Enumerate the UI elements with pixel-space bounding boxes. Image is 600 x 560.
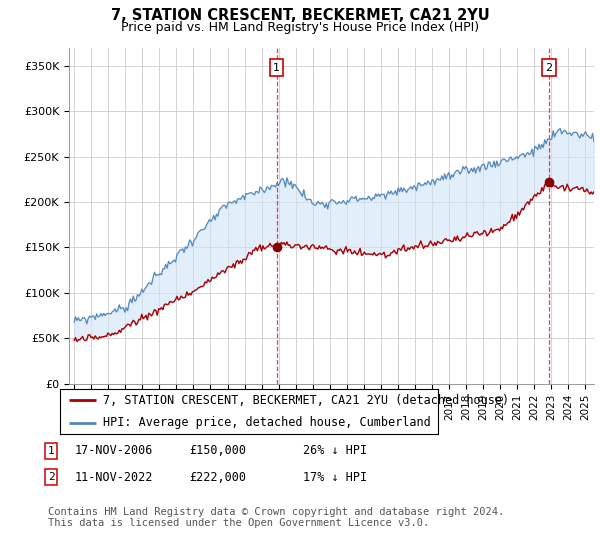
- Text: 2: 2: [47, 472, 55, 482]
- Text: 17% ↓ HPI: 17% ↓ HPI: [303, 470, 367, 484]
- Text: Contains HM Land Registry data © Crown copyright and database right 2024.
This d: Contains HM Land Registry data © Crown c…: [48, 507, 504, 529]
- Text: 7, STATION CRESCENT, BECKERMET, CA21 2YU (detached house): 7, STATION CRESCENT, BECKERMET, CA21 2YU…: [103, 394, 509, 407]
- Text: £150,000: £150,000: [189, 444, 246, 458]
- Text: 1: 1: [47, 446, 55, 456]
- Text: 17-NOV-2006: 17-NOV-2006: [75, 444, 154, 458]
- Text: 1: 1: [273, 63, 280, 73]
- Text: Price paid vs. HM Land Registry's House Price Index (HPI): Price paid vs. HM Land Registry's House …: [121, 21, 479, 34]
- Text: 11-NOV-2022: 11-NOV-2022: [75, 470, 154, 484]
- Text: 26% ↓ HPI: 26% ↓ HPI: [303, 444, 367, 458]
- Text: 2: 2: [545, 63, 553, 73]
- Text: £222,000: £222,000: [189, 470, 246, 484]
- Text: 7, STATION CRESCENT, BECKERMET, CA21 2YU: 7, STATION CRESCENT, BECKERMET, CA21 2YU: [110, 8, 490, 24]
- Text: HPI: Average price, detached house, Cumberland: HPI: Average price, detached house, Cumb…: [103, 416, 431, 430]
